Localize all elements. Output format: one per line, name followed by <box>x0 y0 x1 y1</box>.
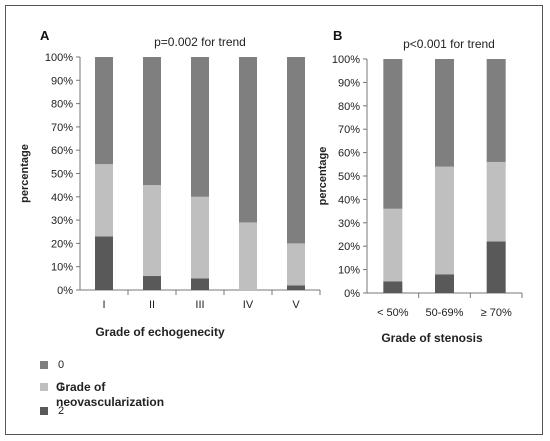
bar-A-1-series-0 <box>143 57 161 186</box>
chart-title-B: p<0.001 for trend <box>403 37 495 51</box>
y-tick-label-B-8: 80% <box>338 101 360 113</box>
y-tick-label-B-4: 40% <box>338 194 360 206</box>
y-tick-label-A-7: 70% <box>51 122 73 134</box>
x-tick-label-B-0: < 50% <box>377 307 409 319</box>
x-tick-label-A-3: IV <box>243 299 254 311</box>
bar-B-1-series-1 <box>435 166 454 275</box>
bar-A-4-series-0 <box>287 57 305 244</box>
bar-A-1-series-1 <box>143 185 161 277</box>
legend-swatch-2 <box>40 407 48 415</box>
y-tick-label-A-0: 0% <box>57 285 73 297</box>
bar-B-1-series-2 <box>435 274 454 293</box>
y-tick-label-A-10: 100% <box>45 52 73 64</box>
y-axis-label-B: percentage <box>317 147 329 206</box>
x-tick-label-A-4: V <box>292 299 300 311</box>
bar-B-0-series-1 <box>383 208 403 282</box>
bar-B-0-series-0 <box>383 59 403 209</box>
y-tick-label-A-2: 20% <box>51 238 73 250</box>
legend-label-0: 0 <box>58 359 65 371</box>
legend-item-1: 1 <box>40 380 64 394</box>
x-tick-label-A-0: I <box>102 299 105 311</box>
bar-A-2-series-1 <box>191 196 209 279</box>
bar-A-0-series-2 <box>95 236 113 290</box>
bar-A-3-series-0 <box>239 57 257 223</box>
y-tick-label-A-8: 80% <box>51 99 73 111</box>
x-axis-label-B: Grade of stenosis <box>381 331 483 345</box>
legend: 0 1 2 <box>40 356 240 426</box>
bar-A-4-series-1 <box>287 243 305 286</box>
x-tick-label-A-1: II <box>149 299 155 311</box>
bar-B-2-series-1 <box>486 161 506 242</box>
y-tick-label-A-5: 50% <box>51 169 73 181</box>
y-tick-label-B-7: 70% <box>338 124 360 136</box>
x-tick-label-A-2: III <box>195 299 204 311</box>
legend-swatch-1 <box>40 383 48 391</box>
panel-letter-A: A <box>40 28 50 43</box>
bar-A-2-series-0 <box>191 57 209 197</box>
legend-swatch-0 <box>40 361 48 369</box>
panel-letter-B: B <box>333 28 342 43</box>
x-axis-label-A: Grade of echogenecity <box>95 325 225 339</box>
y-tick-label-A-9: 90% <box>51 75 73 87</box>
y-tick-label-A-1: 10% <box>51 262 73 274</box>
x-tick-label-B-1: 50-69% <box>426 307 464 319</box>
legend-item-0: 0 <box>40 358 64 372</box>
legend-title: Grade of neovascularization <box>56 380 165 409</box>
chart-title-A: p=0.002 for trend <box>154 35 246 49</box>
y-tick-label-B-2: 20% <box>338 241 360 253</box>
y-tick-label-B-3: 30% <box>338 218 360 230</box>
bar-A-1-series-2 <box>143 276 161 290</box>
y-tick-label-B-9: 90% <box>338 77 360 89</box>
bar-B-1-series-0 <box>435 59 454 167</box>
y-tick-label-B-1: 10% <box>338 265 360 277</box>
y-tick-label-B-0: 0% <box>344 288 360 300</box>
bar-A-4-series-2 <box>287 285 305 290</box>
y-tick-label-B-10: 100% <box>332 54 360 66</box>
legend-label-1: 1 <box>58 381 65 393</box>
y-tick-label-A-4: 40% <box>51 192 73 204</box>
bar-B-2-series-2 <box>486 241 506 293</box>
y-axis-label-A: percentage <box>19 144 31 203</box>
bar-A-0-series-1 <box>95 164 113 237</box>
y-tick-label-A-3: 30% <box>51 215 73 227</box>
legend-item-2: 2 <box>40 404 64 418</box>
legend-label-2: 2 <box>58 405 65 417</box>
y-tick-label-B-6: 60% <box>338 148 360 160</box>
bar-A-0-series-0 <box>95 57 113 165</box>
y-tick-label-A-6: 60% <box>51 145 73 157</box>
x-tick-label-B-2: ≥ 70% <box>481 307 512 319</box>
y-tick-label-B-5: 50% <box>338 171 360 183</box>
bar-A-3-series-1 <box>239 222 257 290</box>
bar-B-0-series-2 <box>383 281 403 293</box>
bar-B-2-series-0 <box>486 59 506 162</box>
bar-A-2-series-2 <box>191 278 209 290</box>
